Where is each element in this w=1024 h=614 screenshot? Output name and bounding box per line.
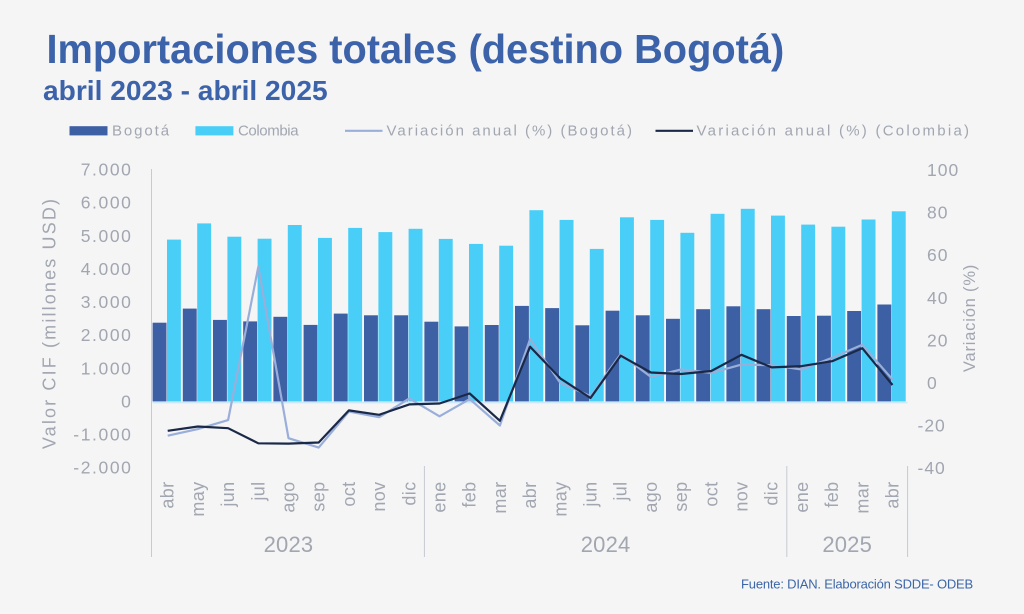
svg-text:2024: 2024 xyxy=(581,532,631,557)
svg-text:jul: jul xyxy=(611,482,631,502)
svg-text:ene: ene xyxy=(792,482,812,513)
svg-text:abril 2023 - abril 2025: abril 2023 - abril 2025 xyxy=(43,75,328,106)
svg-text:abr: abr xyxy=(520,482,540,509)
svg-text:6.000: 6.000 xyxy=(81,193,133,213)
svg-text:7.000: 7.000 xyxy=(81,160,133,180)
svg-text:-20: -20 xyxy=(918,416,946,436)
svg-text:abr: abr xyxy=(158,482,178,509)
svg-text:2023: 2023 xyxy=(264,532,314,557)
svg-text:4.000: 4.000 xyxy=(81,259,133,279)
svg-text:feb: feb xyxy=(822,482,842,508)
svg-text:dic: dic xyxy=(762,482,782,506)
svg-text:dic: dic xyxy=(399,482,419,506)
svg-text:mar: mar xyxy=(490,482,510,514)
svg-text:ene: ene xyxy=(430,482,450,513)
svg-text:3.000: 3.000 xyxy=(81,292,133,312)
svg-text:ago: ago xyxy=(641,482,661,513)
svg-text:2.000: 2.000 xyxy=(81,325,133,345)
svg-text:jun: jun xyxy=(581,482,601,508)
svg-text:-2.000: -2.000 xyxy=(73,458,132,478)
svg-text:100: 100 xyxy=(927,160,959,180)
svg-text:jul: jul xyxy=(248,482,268,502)
svg-text:Colombia: Colombia xyxy=(238,122,299,139)
svg-text:0: 0 xyxy=(927,373,938,393)
svg-text:5.000: 5.000 xyxy=(81,226,133,246)
svg-text:Variación anual (%) (Colombia): Variación anual (%) (Colombia) xyxy=(697,122,972,139)
svg-text:-40: -40 xyxy=(918,458,946,478)
svg-text:oct: oct xyxy=(339,482,359,507)
svg-text:may: may xyxy=(550,482,570,517)
svg-text:sep: sep xyxy=(309,482,329,512)
svg-text:1.000: 1.000 xyxy=(81,358,133,378)
svg-text:Valor CIF (millones USD): Valor CIF (millones USD) xyxy=(40,197,60,449)
svg-text:nov: nov xyxy=(732,482,752,512)
svg-text:Importaciones totales (destino: Importaciones totales (destino Bogotá) xyxy=(47,25,785,72)
svg-text:2025: 2025 xyxy=(822,532,872,557)
svg-text:feb: feb xyxy=(460,482,480,508)
svg-text:oct: oct xyxy=(701,482,721,507)
svg-text:Variación (%): Variación (%) xyxy=(961,264,979,372)
svg-text:Bogotá: Bogotá xyxy=(112,122,171,139)
svg-text:abr: abr xyxy=(883,482,903,509)
svg-text:ago: ago xyxy=(279,482,299,513)
svg-text:60: 60 xyxy=(927,245,948,265)
svg-text:jun: jun xyxy=(218,482,238,508)
svg-text:20: 20 xyxy=(927,330,948,350)
svg-text:nov: nov xyxy=(369,482,389,512)
svg-text:Variación anual (%) (Bogotá): Variación anual (%) (Bogotá) xyxy=(387,122,634,139)
svg-text:mar: mar xyxy=(852,482,872,514)
svg-text:sep: sep xyxy=(671,482,691,512)
svg-text:40: 40 xyxy=(927,288,948,308)
svg-text:0: 0 xyxy=(121,391,132,411)
svg-text:80: 80 xyxy=(927,203,948,223)
svg-text:may: may xyxy=(188,482,208,517)
svg-text:-1.000: -1.000 xyxy=(73,425,132,445)
svg-text:Fuente: DIAN. Elaboración SDDE: Fuente: DIAN. Elaboración SDDE- ODEB xyxy=(741,577,973,592)
